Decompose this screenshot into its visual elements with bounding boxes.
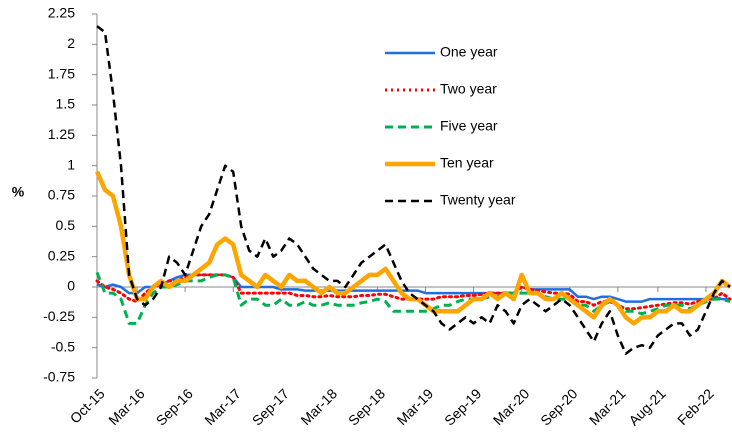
series-line	[94, 170, 732, 326]
y-axis-label: %	[12, 184, 25, 200]
y-tick-label: 0.25	[48, 247, 75, 263]
series-line	[96, 25, 731, 355]
legend-label: Twenty year	[440, 192, 516, 208]
y-tick-label: 2.25	[48, 5, 75, 21]
y-tick-label: 1	[67, 156, 75, 172]
legend-label: Ten year	[440, 155, 494, 171]
legend-label: One year	[440, 44, 498, 60]
y-tick-label: 2	[67, 35, 75, 51]
y-tick-label: 0.5	[56, 217, 76, 233]
series-line	[95, 271, 731, 325]
y-tick-label: 0	[67, 278, 75, 294]
x-tick-label: Sep-17	[249, 385, 292, 428]
x-tick-label: Sep-18	[345, 385, 388, 428]
x-tick-label: Feb-22	[674, 385, 717, 428]
x-tick-label: Sep-16	[153, 385, 196, 428]
x-tick-label: Mar-18	[297, 385, 340, 428]
x-tick-label: Mar-19	[394, 385, 437, 428]
x-tick-label: Mar-16	[105, 385, 148, 428]
y-tick-label: 1.5	[56, 96, 76, 112]
legend-label: Two year	[440, 81, 497, 97]
y-tick-label: -0.25	[43, 308, 75, 324]
x-tick-label: Oct-15	[67, 385, 108, 426]
x-tick-label: Aug-21	[625, 385, 668, 428]
y-tick-label: 1.25	[48, 126, 75, 142]
x-tick-label: Mar-20	[490, 385, 533, 428]
legend-label: Five year	[440, 118, 498, 134]
y-tick-label: 0.75	[48, 187, 75, 203]
y-tick-label: -0.75	[43, 369, 75, 385]
y-tick-label: 1.75	[48, 65, 75, 81]
x-tick-label: Mar-21	[586, 385, 629, 428]
x-tick-label: Sep-20	[537, 385, 580, 428]
y-tick-label: -0.5	[51, 338, 75, 354]
x-tick-label: Sep-19	[441, 385, 484, 428]
x-tick-label: Mar-17	[201, 385, 244, 428]
